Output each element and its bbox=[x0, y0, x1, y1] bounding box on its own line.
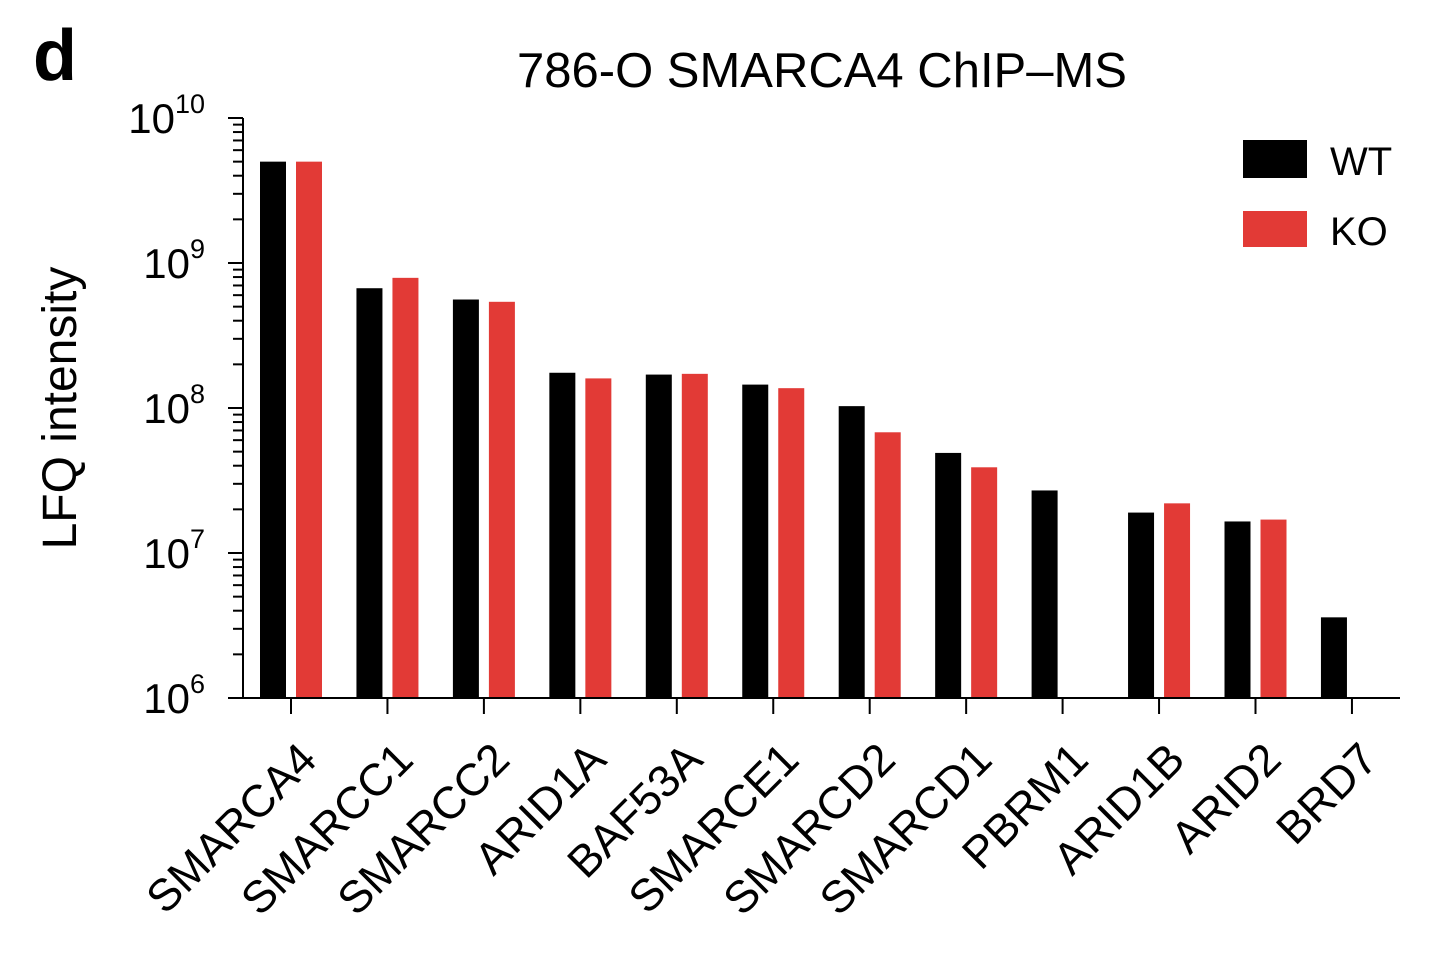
bar-ko-smarcc2 bbox=[488, 301, 515, 698]
bar-wt-baf53a bbox=[645, 374, 672, 698]
y-tick-label-base: 10 bbox=[143, 240, 190, 287]
legend: WT KO bbox=[1243, 140, 1392, 254]
bar-ko-arid1a bbox=[585, 378, 612, 698]
bar-wt-smarcd2 bbox=[838, 406, 865, 698]
x-tick-label: BRD7 bbox=[1266, 733, 1387, 854]
bar-ko-smarca4 bbox=[296, 161, 322, 698]
bar-ko-smarcd2 bbox=[874, 432, 901, 698]
bar-ko-smarce1 bbox=[778, 388, 805, 698]
legend-swatch-wt bbox=[1243, 140, 1307, 178]
y-tick-label-exponent: 10 bbox=[175, 89, 205, 119]
bar-wt-pbrm1 bbox=[1031, 490, 1058, 698]
bar-ko-smarcd1 bbox=[971, 467, 998, 698]
bar-ko-baf53a bbox=[681, 373, 708, 698]
bar-wt-arid1b bbox=[1128, 512, 1155, 698]
bar-wt-smarcc1 bbox=[356, 288, 383, 698]
y-tick-label: 108 bbox=[143, 379, 205, 432]
y-tick-label: 106 bbox=[143, 669, 205, 722]
bar-wt-brd7 bbox=[1320, 617, 1347, 698]
x-tick-label: ARID2 bbox=[1161, 733, 1291, 863]
y-tick-label-exponent: 7 bbox=[190, 524, 205, 554]
bar-wt-arid1a bbox=[549, 372, 576, 698]
y-tick-label-exponent: 6 bbox=[190, 669, 205, 699]
y-tick-label-base: 10 bbox=[128, 95, 175, 142]
legend-label-ko: KO bbox=[1330, 210, 1388, 254]
y-tick-label-base: 10 bbox=[143, 385, 190, 432]
y-tick-label: 1010 bbox=[128, 89, 205, 142]
bar-wt-arid2 bbox=[1224, 521, 1251, 698]
bar-wt-smarcc2 bbox=[452, 299, 479, 698]
chart-title: 786-O SMARCA4 ChIP–MS bbox=[517, 44, 1127, 98]
y-tick-label: 109 bbox=[143, 234, 205, 287]
bars bbox=[260, 161, 1347, 698]
bar-wt-smarcd1 bbox=[935, 452, 962, 698]
bar-ko-arid2 bbox=[1260, 519, 1287, 698]
bar-wt-smarca4 bbox=[260, 161, 286, 698]
legend-item-wt: WT bbox=[1243, 140, 1392, 184]
bar-wt-smarce1 bbox=[742, 384, 769, 698]
y-tick-label-base: 10 bbox=[143, 530, 190, 577]
panel-label: d bbox=[33, 16, 77, 96]
y-axis-label: LFQ intensity bbox=[34, 267, 87, 550]
legend-swatch-ko bbox=[1243, 211, 1307, 247]
bar-ko-smarcc1 bbox=[392, 277, 419, 698]
y-tick-label-exponent: 8 bbox=[190, 379, 205, 409]
y-tick-label: 107 bbox=[143, 524, 205, 577]
legend-label-wt: WT bbox=[1330, 140, 1392, 184]
legend-item-ko: KO bbox=[1243, 210, 1388, 254]
bar-ko-arid1b bbox=[1164, 503, 1191, 698]
y-tick-label-base: 10 bbox=[143, 675, 190, 722]
y-tick-label-exponent: 9 bbox=[190, 234, 205, 264]
